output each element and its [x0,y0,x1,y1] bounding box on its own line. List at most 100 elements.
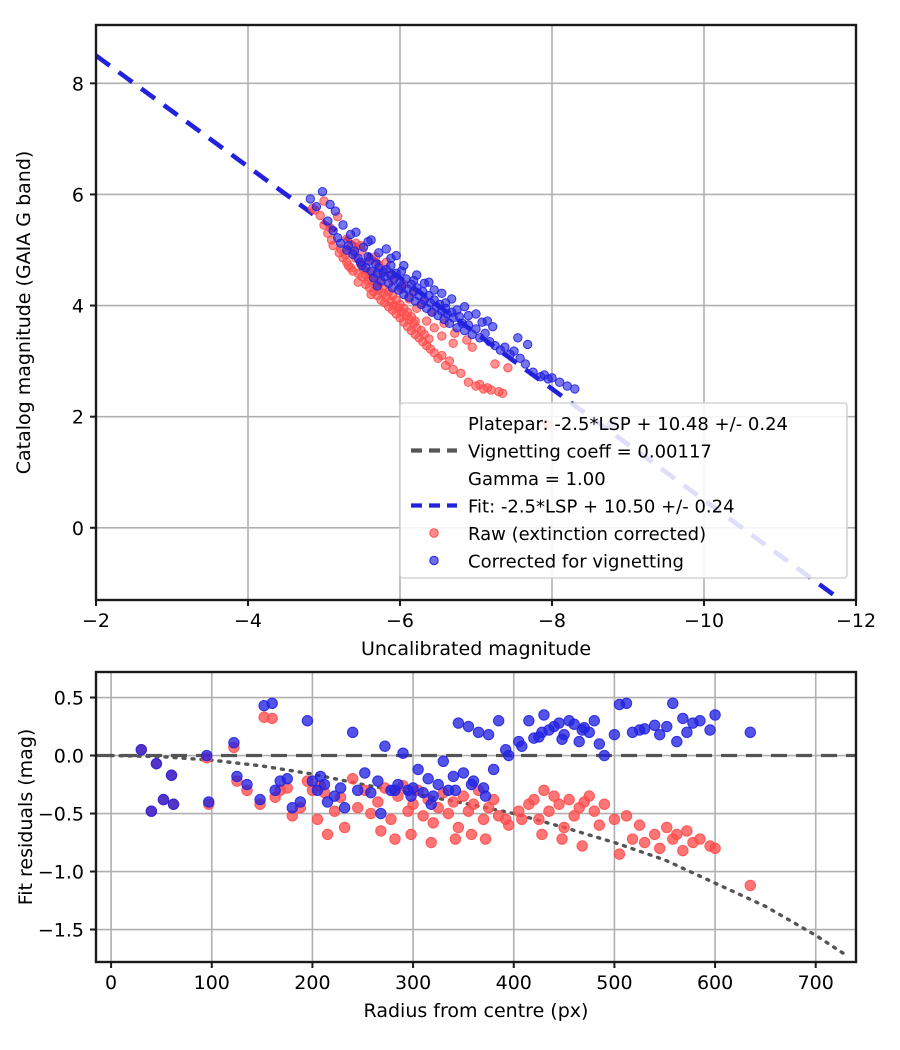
data-point [477,813,490,826]
legend: Platepar: -2.5*LSP + 10.48 +/- 0.24 Vigne… [399,402,848,579]
x-tick-label: −2 [82,610,110,632]
x-tick-label: 400 [496,972,532,994]
data-point [538,784,550,797]
x-tick-label: 300 [395,972,431,994]
data-point [228,737,240,749]
data-point [374,248,384,258]
data-point [397,747,409,759]
data-point [425,798,437,810]
data-point [681,825,693,837]
y-tick-label: 0.5 [54,688,84,710]
data-point [503,363,513,373]
y-tick-label: −1.5 [38,920,84,942]
data-point [554,377,565,387]
vignetting-curve [109,753,848,957]
x-axis-label: Uncalibrated magnitude [361,638,591,660]
data-point [654,842,666,855]
data-point [165,769,178,781]
data-point [553,798,565,810]
data-point [667,697,679,710]
data-point [583,790,595,802]
data-point [462,720,475,733]
data-point [588,805,600,817]
data-point [513,333,523,343]
data-point [465,778,478,791]
data-point [417,810,429,822]
data-point [509,346,519,356]
data-point [323,216,333,226]
data-point [145,805,158,817]
y-tick-label: −1.0 [38,862,84,884]
data-point [266,712,278,725]
data-point [661,821,673,834]
legend-dot-marker [429,528,439,538]
data-point [442,807,455,820]
data-point [412,763,424,776]
y-tick-label: 0 [72,518,84,540]
data-point [709,842,721,855]
data-point [457,790,470,802]
data-point [576,724,588,736]
data-point [266,697,278,710]
data-point [167,798,180,810]
data-point [516,813,528,826]
data-point [536,726,548,739]
data-point [472,726,485,739]
data-point [334,782,347,794]
data-point [677,844,689,857]
data-point [568,718,580,730]
data-point [654,728,666,741]
data-point [317,186,328,197]
data-point [528,793,540,806]
data-point [366,235,376,245]
axes-frame [94,23,858,602]
data-point [425,836,437,849]
data-point [598,749,611,762]
data-point [598,798,611,810]
data-point [379,740,391,752]
y-tick-label: 8 [72,73,84,95]
data-point [346,773,359,785]
data-point [366,289,376,300]
data-point [449,833,462,845]
data-point [704,724,716,736]
data-point [500,342,510,352]
data-point [499,813,512,826]
data-point [463,310,474,321]
data-point [671,828,683,841]
data-point [429,285,439,295]
data-point [638,723,651,735]
data-point [389,784,401,797]
data-point [523,715,535,727]
y-tick-label: 0.0 [54,746,84,768]
data-point [463,377,474,387]
legend-entry-label: Fit: -2.5*LSP + 10.50 +/- 0.24 [468,497,735,518]
data-point [328,805,341,817]
data-point [522,339,533,350]
data-point [465,828,478,841]
legend-entry-label: Raw (extinction corrected) [468,524,706,545]
x-tick-label: 200 [294,972,330,994]
y-tick-label: −0.5 [38,804,84,826]
data-point [536,828,548,841]
data-point [315,210,325,221]
data-point [412,270,422,280]
x-tick-label: 600 [697,972,733,994]
series-corrected [135,697,757,820]
data-point [547,373,557,383]
data-point [558,821,570,834]
data-point [405,790,417,802]
data-point [351,227,361,237]
data-point [372,775,384,787]
data-point [556,833,568,845]
x-tick-label: 0 [105,972,117,994]
data-point [328,790,341,802]
x-tick-label: −8 [538,610,566,632]
data-point [405,828,417,841]
y-tick-label: 4 [72,296,84,318]
data-point [533,813,545,826]
data-point [543,805,555,817]
data-point [452,305,462,315]
